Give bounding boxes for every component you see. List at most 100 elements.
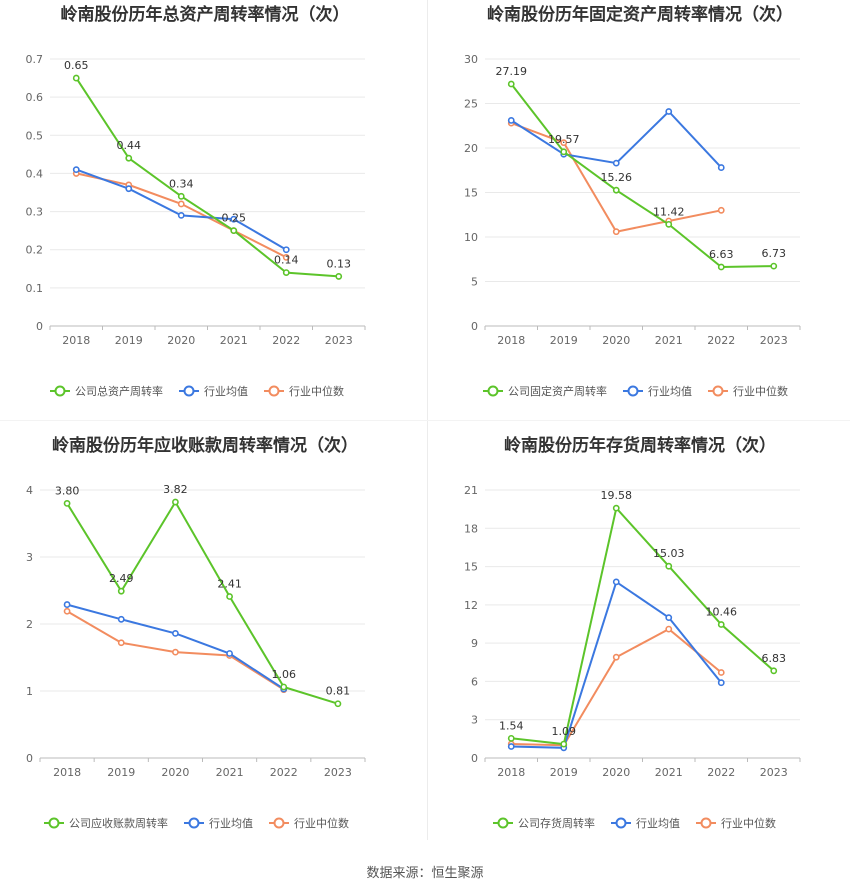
y-tick-label: 21 (464, 484, 478, 497)
legend-marker-median (712, 385, 724, 397)
y-tick-label: 3 (26, 551, 33, 564)
data-point-avg (63, 601, 71, 608)
data-label: 6.63 (709, 248, 734, 261)
data-point-company (280, 683, 288, 691)
x-tick-label: 2023 (760, 334, 788, 347)
data-label: 0.65 (64, 59, 89, 72)
y-tick-label: 20 (464, 142, 478, 155)
data-point-company (334, 700, 342, 708)
data-label: 3.80 (55, 484, 80, 497)
data-point-company (63, 499, 71, 507)
data-point-company (665, 562, 673, 570)
data-label: 2.41 (217, 578, 242, 591)
data-point-company (560, 148, 568, 156)
series-line-company (511, 505, 775, 746)
data-point-company (612, 504, 620, 512)
legend-label-avg: 行业均值 (636, 817, 680, 830)
chart-panel-2: 岭南股份历年固定资产周转率情况（次） 0 5 10 15 20 25 30 2018 2019 20… (464, 4, 801, 398)
legend-marker-avg (183, 385, 195, 397)
data-point-median (172, 648, 179, 656)
series-line-company (66, 500, 339, 705)
legend-label-median: 行业中位数 (289, 384, 344, 398)
data-point-median (717, 206, 725, 214)
y-tick-label: 0.3 (26, 206, 44, 219)
chart-panel-4: 岭南股份历年存货周转率情况（次） 0 3 6 9 12 15 18 21 2018 2019 2020… (464, 435, 801, 830)
series-line-median (511, 627, 722, 747)
data-point-avg (226, 650, 233, 657)
y-tick-label: 0.7 (26, 53, 44, 66)
data-point-company (230, 227, 238, 235)
chart-title: 岭南股份历年固定资产周转率情况（次） (487, 4, 793, 25)
x-tick-label: 2019 (107, 766, 135, 779)
y-tick-label: 2 (26, 618, 33, 631)
legend-label-median: 行业中位数 (294, 816, 349, 830)
data-label: 27.19 (496, 65, 528, 78)
y-tick-label: 9 (471, 637, 478, 650)
data-label: 3.82 (163, 483, 188, 496)
data-point-avg (72, 166, 80, 174)
data-label: 0.34 (169, 177, 194, 190)
data-point-company (717, 621, 725, 628)
series-line-company (510, 83, 774, 269)
data-point-avg (125, 185, 133, 193)
data-point-avg (117, 615, 125, 623)
data-point-company (507, 80, 515, 88)
data-label: 15.03 (653, 547, 685, 560)
data-point-company (125, 154, 133, 162)
data-label: 1.09 (552, 725, 577, 738)
x-tick-label: 2019 (550, 766, 578, 779)
legend-label-company: 公司应收账款周转率 (69, 816, 168, 830)
y-tick-label: 6 (471, 675, 478, 688)
x-tick-label: 2020 (602, 766, 630, 779)
data-point-avg (172, 629, 179, 637)
x-tick-label: 2021 (655, 334, 683, 347)
y-tick-label: 0.2 (26, 244, 44, 257)
y-tick-label: 0.1 (26, 282, 44, 295)
data-point-median (612, 653, 620, 661)
data-label: 11.42 (653, 205, 685, 218)
data-point-company (665, 220, 673, 228)
data-label: 0.25 (222, 212, 247, 225)
data-label: 2.49 (109, 572, 134, 585)
data-label: 10.46 (706, 606, 738, 619)
data-point-avg (665, 614, 673, 622)
chart-panel-1: 岭南股份历年总资产周转率情况（次） 0 0.1 0.2 0.3 0.4 0.5 0.6 0.7 2… (26, 4, 366, 398)
legend-marker-company (54, 385, 66, 397)
data-label: 19.58 (601, 489, 633, 502)
data-point-median (117, 639, 125, 647)
legend-marker-company (487, 385, 499, 397)
y-tick-label: 0 (36, 320, 43, 333)
data-point-avg (717, 679, 725, 687)
data-point-median (717, 669, 725, 676)
data-point-avg (612, 159, 620, 167)
x-tick-label: 2023 (760, 766, 788, 779)
y-tick-label: 0 (471, 752, 478, 765)
data-point-avg (230, 215, 238, 223)
data-point-median (560, 139, 568, 147)
legend-label-avg: 行业均值 (204, 385, 248, 398)
x-tick-label: 2019 (115, 334, 143, 347)
data-label: 6.83 (762, 652, 787, 665)
data-point-avg (507, 117, 515, 124)
panel-divider-horizontal (0, 420, 850, 421)
data-point-company (612, 186, 620, 194)
data-point-median (612, 228, 620, 236)
data-point-company (560, 740, 568, 748)
data-point-avg (507, 743, 515, 750)
x-tick-label: 2021 (655, 766, 683, 779)
y-tick-label: 18 (464, 522, 478, 535)
data-label: 6.73 (762, 247, 787, 260)
x-tick-label: 2020 (167, 334, 195, 347)
x-tick-label: 2021 (216, 766, 244, 779)
x-tick-label: 2022 (270, 766, 298, 779)
data-point-company (335, 273, 343, 280)
legend-label-company: 公司存货周转率 (518, 816, 595, 830)
data-label: 1.54 (499, 719, 524, 732)
x-tick-label: 2022 (707, 334, 735, 347)
series-line-avg (66, 603, 285, 690)
x-tick-label: 2022 (272, 334, 300, 347)
chart-title: 岭南股份历年应收账款周转率情况（次） (52, 435, 358, 456)
data-point-company (177, 192, 185, 200)
data-label: 0.81 (326, 685, 351, 698)
legend-marker-median (700, 817, 712, 829)
